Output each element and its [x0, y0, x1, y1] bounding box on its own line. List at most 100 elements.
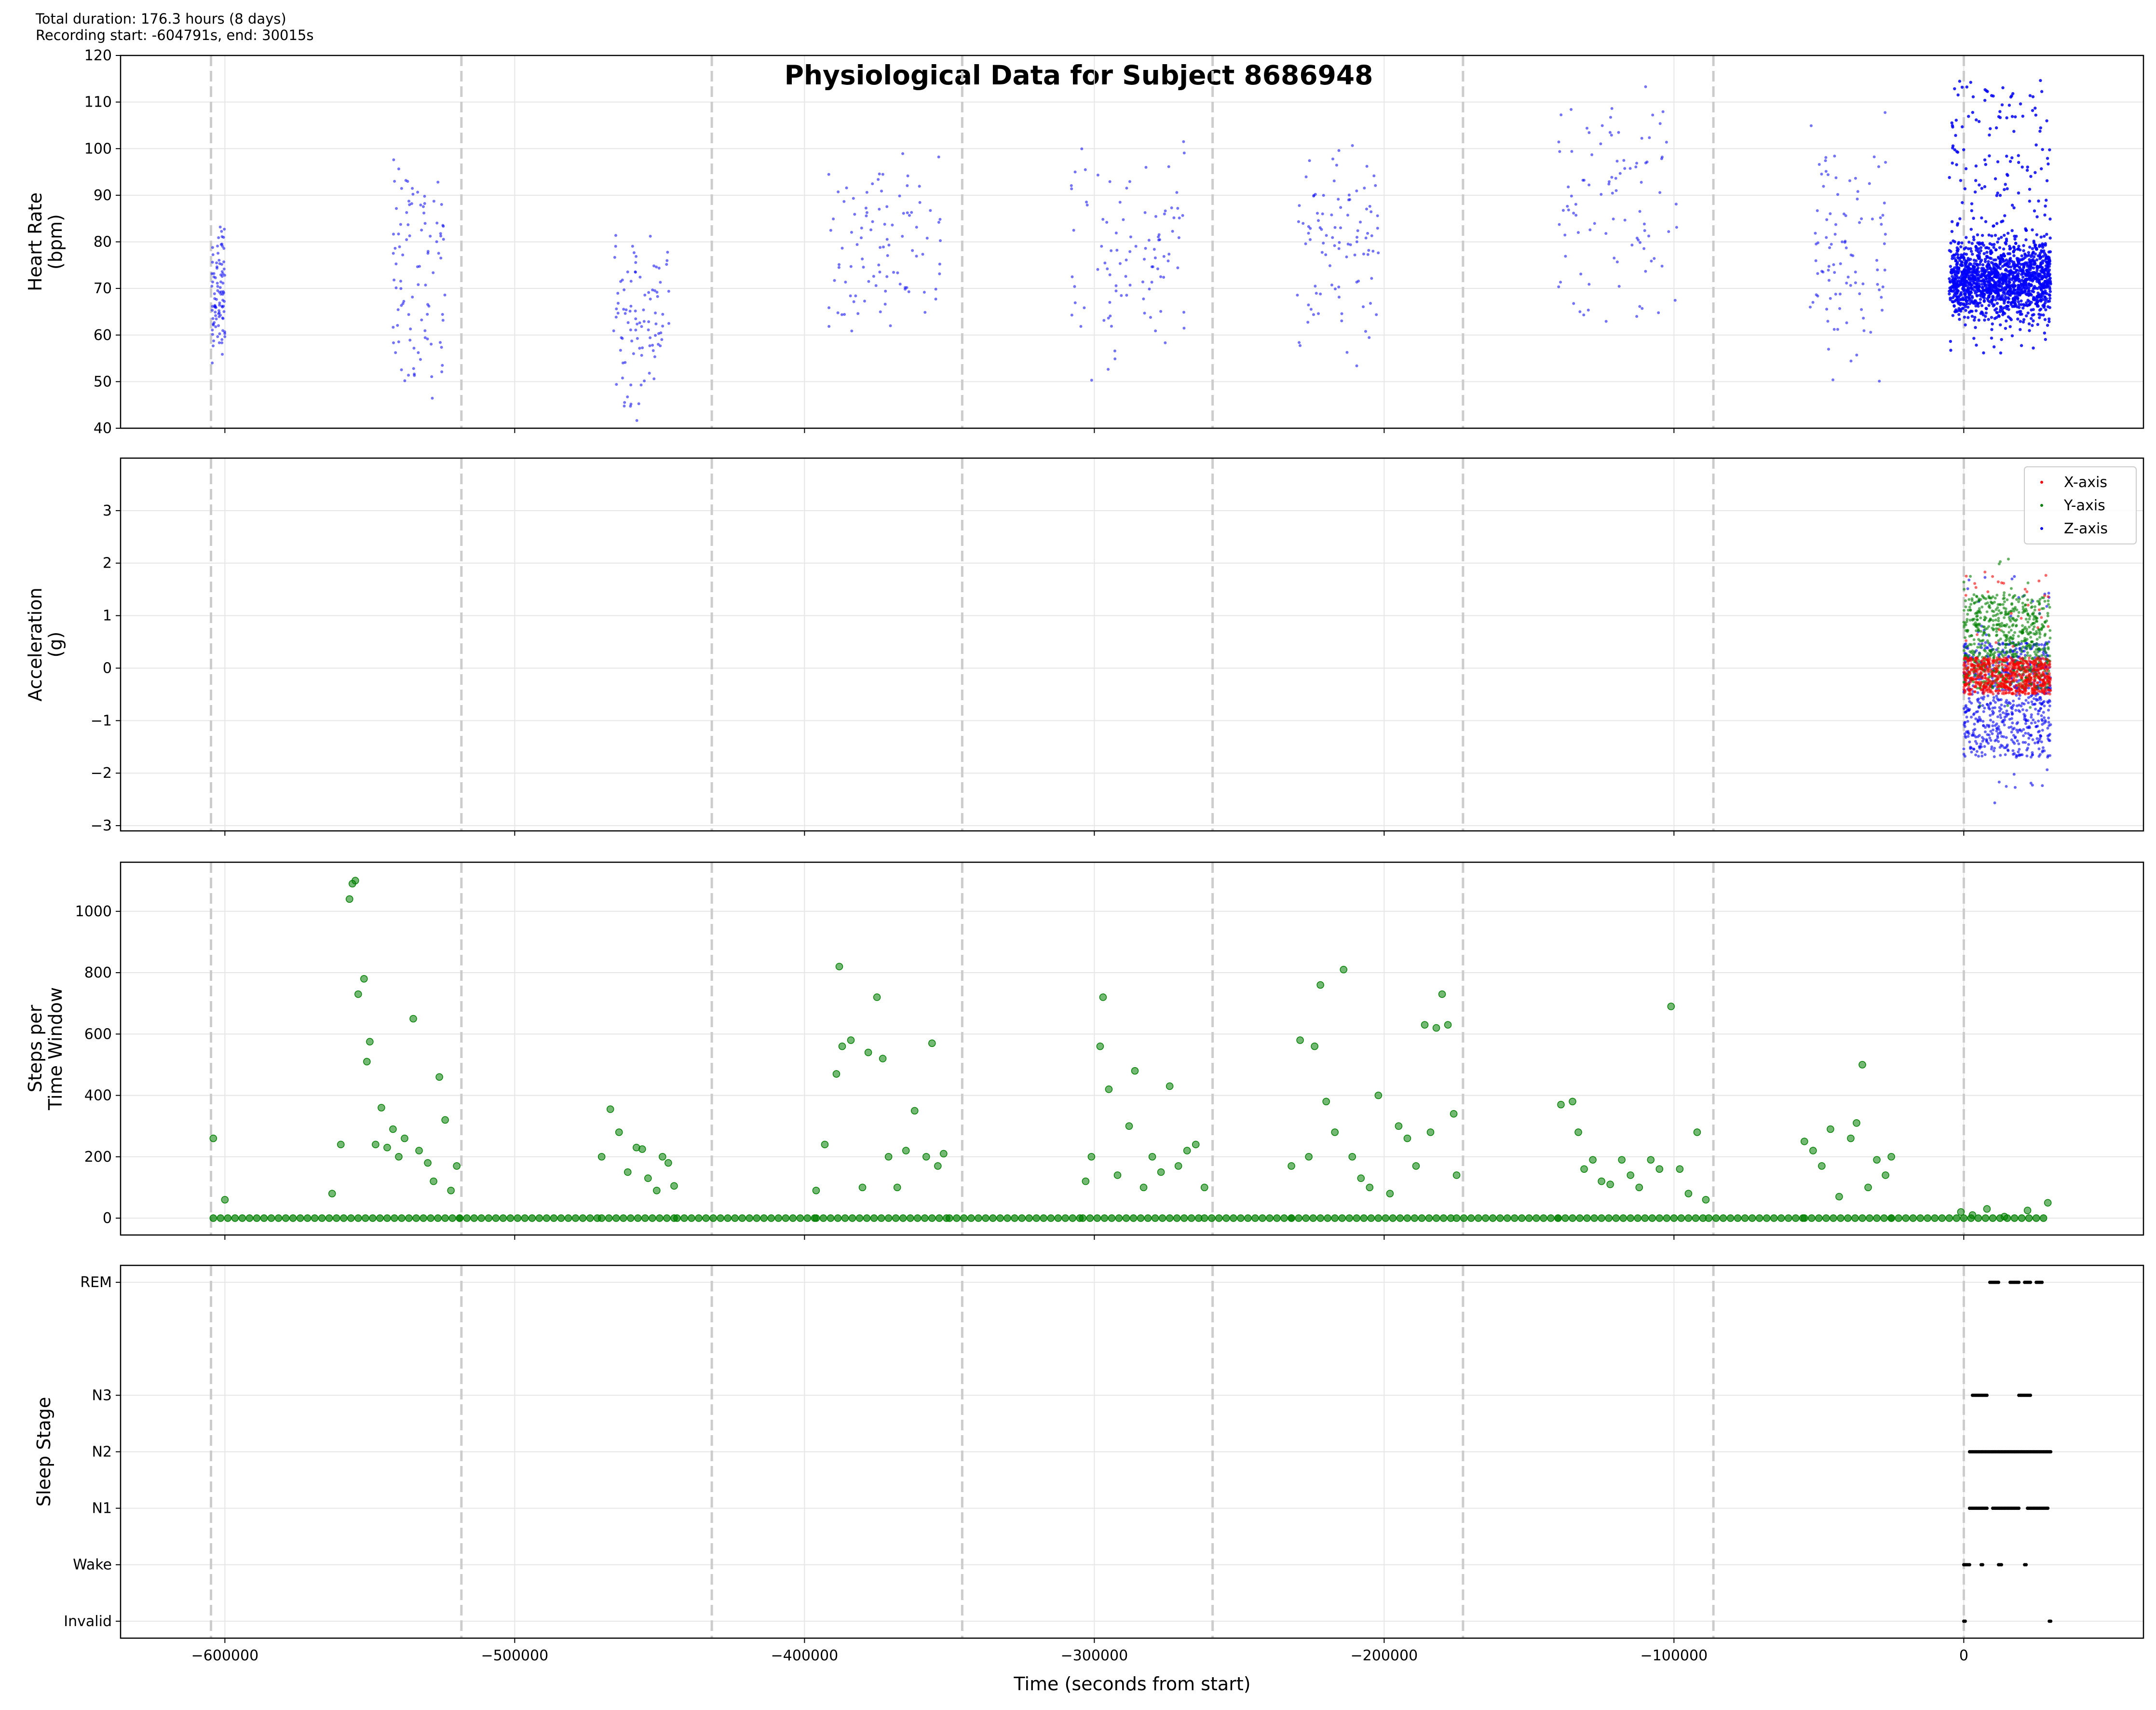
hr-point [1570, 194, 1573, 198]
acc-point-y-axis [1995, 594, 1999, 597]
hr-point [1346, 243, 1350, 246]
steps-point [1166, 1214, 1174, 1222]
acc-point-x-axis [2033, 666, 2036, 670]
hr-point [1614, 176, 1617, 180]
hr-point [1983, 158, 1987, 162]
hr-point [400, 304, 403, 307]
hr-point [1965, 236, 1968, 239]
hr-point [420, 318, 423, 322]
hr-point [2022, 318, 2026, 321]
acc-point-z-axis [2038, 734, 2042, 737]
acc-point-y-axis [2033, 625, 2036, 628]
hr-point [1614, 189, 1618, 192]
hr-point [2048, 259, 2051, 263]
hr-point [1949, 250, 1953, 253]
acc-point-x-axis [1966, 687, 1970, 691]
hr-point [1576, 231, 1580, 234]
hr-point [1980, 216, 1983, 220]
acc-point-y-axis [2043, 599, 2047, 603]
acc-point-z-axis [2030, 700, 2034, 704]
hr-point [1825, 236, 1828, 239]
steps-point [376, 1214, 384, 1222]
steps-point [873, 993, 881, 1001]
acc-point-z-axis [2047, 720, 2050, 724]
hr-point [1367, 249, 1370, 252]
steps-point [946, 1214, 953, 1222]
hr-point [2009, 301, 2013, 305]
acc-point-x-axis [2015, 670, 2019, 673]
hr-point [1309, 308, 1313, 311]
hr-point [2027, 289, 2031, 293]
hr-point [2039, 79, 2042, 82]
steps-point [664, 1159, 672, 1167]
hr-point [1982, 351, 1985, 354]
acc-point-z-axis [1966, 734, 1970, 738]
acc-point-y-axis [1975, 629, 1978, 633]
hr-point [1841, 240, 1844, 244]
acc-point-y-axis [2007, 612, 2010, 616]
steps-point [209, 1134, 217, 1142]
hr-point [222, 260, 226, 263]
hr-point [1985, 256, 1989, 259]
acc-point-x-axis [2046, 658, 2049, 661]
steps-point [615, 1128, 623, 1136]
hr-point [2036, 291, 2040, 295]
hr-point [1578, 310, 1582, 313]
hr-point [1600, 193, 1603, 196]
hr-point [837, 266, 841, 269]
steps-point [1880, 1214, 1888, 1222]
hr-point [1986, 273, 1990, 277]
hr-point [2035, 247, 2038, 251]
acc-point-y-axis [1999, 603, 2002, 606]
acc-point-z-axis [1991, 709, 1994, 713]
steps-point [1598, 1177, 1605, 1185]
steps-point [238, 1214, 246, 1222]
hr-point [1964, 295, 1967, 299]
steps-point [354, 1214, 362, 1222]
hr-point [1966, 305, 1970, 309]
hr-point [1365, 207, 1369, 211]
hr-point [2031, 247, 2034, 250]
steps-point [485, 1214, 493, 1222]
acc-point-y-axis [1975, 623, 1979, 626]
acc-point-y-axis [1972, 680, 1975, 684]
acc-point-z-axis [2045, 605, 2048, 608]
hr-point [906, 174, 909, 177]
acc-point-z-axis [2030, 716, 2033, 719]
acc-point-y-axis [2025, 609, 2028, 612]
steps-point [1801, 1138, 1808, 1145]
hr-point [1639, 241, 1642, 244]
hr-point [2031, 228, 2034, 231]
steps-point [1830, 1214, 1837, 1222]
steps-point [564, 1214, 572, 1222]
acc-point-x-axis [1974, 683, 1978, 687]
hr-y-tick-label: 60 [94, 327, 112, 344]
hr-point [216, 285, 219, 288]
hr-point [1977, 247, 1980, 251]
hr-point [1824, 170, 1828, 173]
hr-point [1971, 252, 1974, 256]
hr-point [1177, 236, 1180, 239]
hr-point [223, 228, 226, 231]
hr-point [1849, 284, 1852, 287]
hr-point [1981, 289, 1985, 293]
hr-point [1821, 271, 1825, 274]
hr-point [885, 205, 889, 208]
acc-point-z-axis [2027, 736, 2031, 740]
hr-point [435, 221, 439, 225]
hr-point [2012, 130, 2016, 133]
acc-point-x-axis [1964, 678, 1967, 681]
acc-point-x-axis [2037, 671, 2040, 675]
hr-point [1997, 237, 2000, 241]
steps-point [1192, 1140, 1200, 1149]
hr-point [2034, 244, 2037, 247]
hr-point [1302, 222, 1305, 225]
hr-point [937, 155, 940, 159]
acc-point-z-axis [2037, 739, 2041, 742]
hr-point [212, 322, 215, 326]
steps-point [695, 1214, 703, 1222]
acc-point-y-axis [1966, 629, 1969, 632]
hr-point [1978, 263, 1981, 266]
hr-point [614, 244, 617, 248]
acc-point-z-axis [2006, 702, 2009, 705]
